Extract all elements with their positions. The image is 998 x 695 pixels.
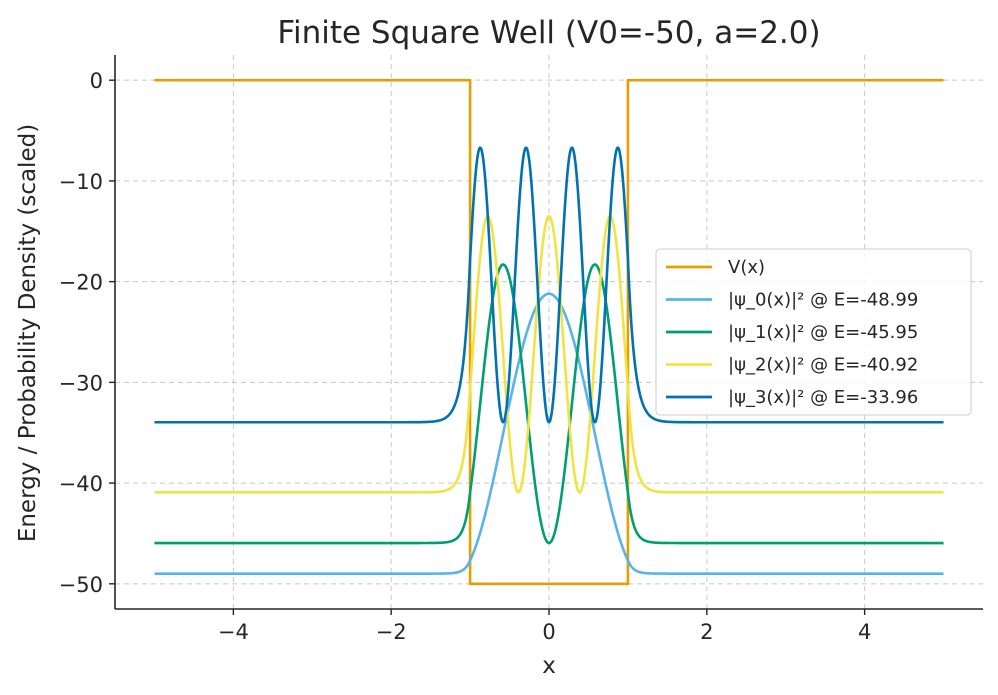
y-tick-label: −10 [59,170,103,194]
x-axis-label: x [542,653,556,679]
chart-title: Finite Square Well (V0=-50, a=2.0) [277,15,820,51]
legend: V(x) |ψ_0(x)|² @ E=-48.99 |ψ_1(x)|² @ E=-4… [655,248,972,416]
potential-line [154,78,944,586]
density-line-psi-3 [153,146,945,424]
x-tick-label: −4 [218,620,249,644]
legend-label: |ψ_0(x)|² @ E=-48.99 [728,290,918,311]
density-line-psi-0 [153,292,945,575]
legend-label: V(x) [728,257,765,278]
x-tick-label: 2 [700,620,713,644]
legend-label: |ψ_2(x)|² @ E=-40.92 [728,355,918,376]
legend-label: |ψ_3(x)|² @ E=-33.96 [728,387,918,408]
y-tick-label: −30 [59,371,103,395]
density-line-psi-2 [153,214,945,494]
legend-label: |ψ_1(x)|² @ E=-45.95 [728,322,918,343]
ticks: −4 −2 0 2 40−10−20−30−40−50 [59,69,872,644]
y-tick-label: 0 [90,69,103,93]
series-lines [153,78,945,586]
y-axis-label: Energy / Probability Density (scaled) [15,124,41,542]
y-tick-label: −20 [59,271,103,295]
x-tick-label: 0 [542,620,555,644]
x-tick-label: −2 [376,620,407,644]
y-tick-label: −40 [59,472,103,496]
density-line-psi-1 [153,263,945,545]
x-tick-label: 4 [858,620,871,644]
legend-box [655,248,972,416]
y-tick-label: −50 [59,573,103,597]
